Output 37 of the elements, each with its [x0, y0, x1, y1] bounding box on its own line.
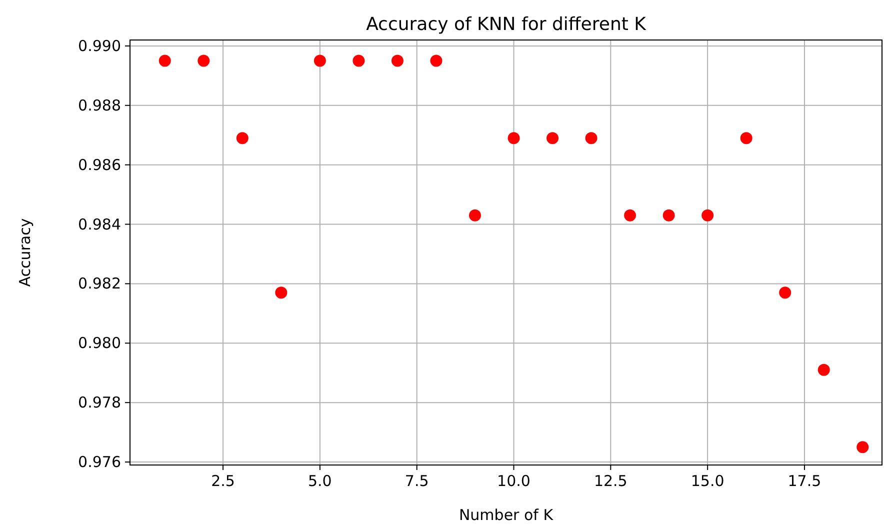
y-tick-label: 0.988	[78, 96, 121, 114]
point	[779, 286, 792, 299]
x-tick-label: 10.0	[497, 472, 530, 490]
point	[430, 54, 442, 67]
point	[468, 209, 481, 222]
y-tick-label: 0.982	[78, 274, 121, 293]
x-tick-label: 12.5	[594, 472, 628, 490]
point	[314, 54, 326, 67]
y-tick-label: 0.986	[78, 156, 121, 174]
point	[508, 132, 520, 144]
y-tick-label: 0.978	[78, 394, 121, 412]
x-tick-label: 5.0	[308, 472, 332, 490]
point	[391, 54, 404, 67]
x-tick-label: 17.5	[788, 472, 822, 490]
point	[740, 132, 752, 144]
point	[198, 54, 210, 67]
y-tick-label: 0.976	[78, 453, 121, 472]
y-tick-label: 0.990	[78, 36, 121, 55]
point	[546, 132, 559, 144]
y-tick-label: 0.984	[78, 215, 121, 234]
chart-title: Accuracy of KNN for different K	[366, 14, 648, 35]
point	[585, 132, 598, 144]
point	[158, 54, 171, 67]
point	[702, 209, 714, 222]
point	[818, 364, 830, 376]
x-tick-label: 15.0	[690, 472, 724, 490]
x-axis-title: Number of K	[458, 506, 554, 524]
point	[856, 441, 869, 454]
y-axis-title: Accuracy	[16, 218, 34, 287]
point	[352, 54, 365, 67]
point	[236, 132, 248, 144]
point	[275, 286, 288, 299]
y-tick-label: 0.980	[78, 334, 121, 352]
point	[624, 209, 636, 222]
x-tick-label: 2.5	[211, 472, 235, 490]
x-tick-label: 7.5	[404, 472, 429, 490]
point	[662, 209, 675, 222]
